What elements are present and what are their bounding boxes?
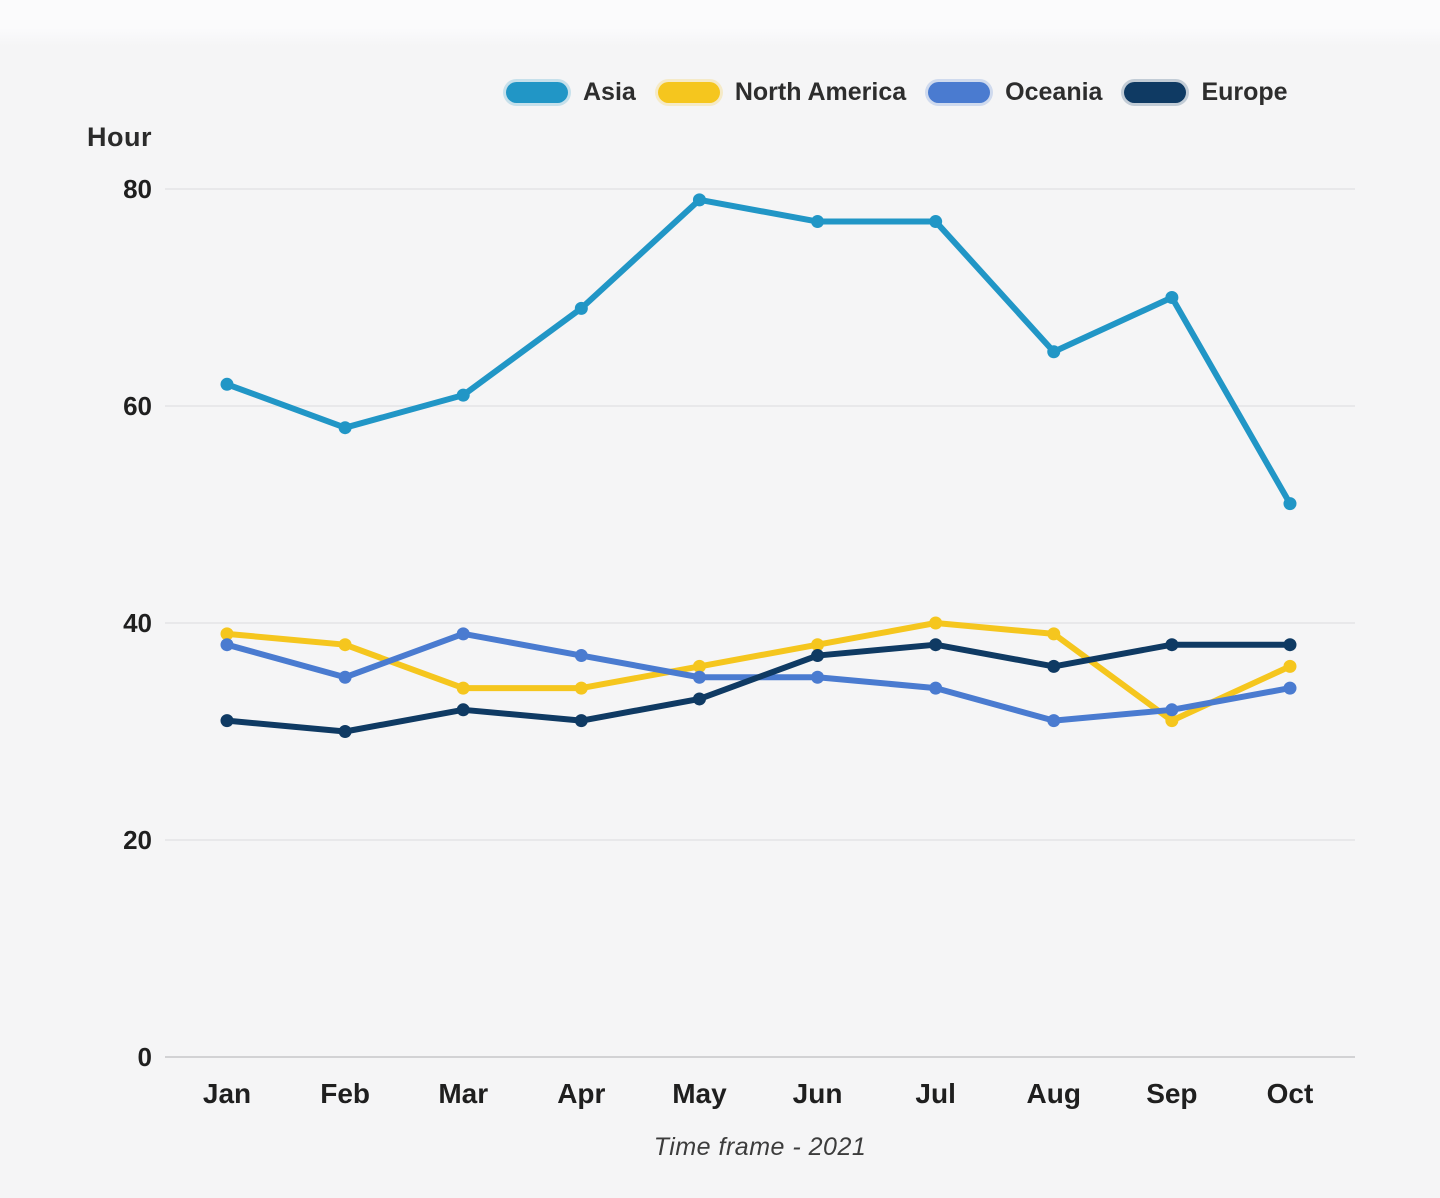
data-point-north-america bbox=[574, 681, 588, 695]
x-tick-label: Mar bbox=[438, 1078, 488, 1109]
data-point-europe bbox=[574, 714, 588, 728]
data-point-europe bbox=[1047, 659, 1061, 673]
data-point-north-america bbox=[1047, 627, 1061, 641]
data-point-oceania bbox=[456, 627, 470, 641]
data-point-europe bbox=[929, 638, 943, 652]
legend-label-north-america: North America bbox=[734, 78, 907, 106]
legend-item-north-america[interactable]: North America bbox=[657, 78, 907, 107]
data-point-oceania bbox=[692, 670, 706, 684]
data-point-europe bbox=[811, 649, 825, 663]
data-point-asia bbox=[338, 421, 352, 435]
x-tick-label: Apr bbox=[557, 1078, 605, 1109]
series-line-north-america bbox=[224, 620, 1293, 724]
y-axis-title: Hour bbox=[87, 122, 152, 152]
data-point-europe bbox=[1165, 638, 1179, 652]
data-point-north-america bbox=[338, 638, 352, 652]
y-tick-label: 60 bbox=[123, 391, 152, 421]
legend-item-europe[interactable]: Europe bbox=[1124, 78, 1288, 107]
data-point-asia bbox=[574, 301, 588, 315]
data-point-asia bbox=[456, 388, 470, 402]
legend-swatch-north-america-icon bbox=[657, 82, 720, 103]
data-point-north-america bbox=[929, 616, 943, 630]
data-point-europe bbox=[1283, 638, 1297, 652]
data-point-asia bbox=[811, 215, 825, 229]
data-point-asia bbox=[1165, 291, 1179, 304]
data-point-north-america bbox=[220, 627, 234, 641]
data-point-oceania bbox=[1283, 681, 1297, 695]
data-point-oceania bbox=[220, 638, 234, 652]
data-point-north-america bbox=[811, 638, 825, 652]
data-point-oceania bbox=[1047, 714, 1061, 728]
data-point-asia bbox=[692, 193, 706, 207]
data-point-oceania bbox=[1165, 703, 1179, 717]
data-point-europe bbox=[692, 692, 706, 706]
y-tick-label: 0 bbox=[138, 1042, 152, 1072]
data-point-asia bbox=[1283, 497, 1297, 511]
y-tick-label: 80 bbox=[123, 174, 152, 204]
legend-label-asia: Asia bbox=[583, 78, 636, 106]
y-tick-label: 40 bbox=[123, 608, 152, 638]
data-point-oceania bbox=[929, 681, 943, 695]
y-tick-label: 20 bbox=[123, 825, 152, 855]
data-point-europe bbox=[456, 703, 470, 717]
x-tick-label: Jun bbox=[793, 1078, 843, 1109]
data-point-europe bbox=[220, 714, 234, 728]
data-point-north-america bbox=[692, 659, 706, 673]
data-point-asia bbox=[929, 215, 943, 229]
legend-swatch-asia-icon bbox=[506, 82, 568, 103]
data-point-europe bbox=[338, 725, 352, 738]
legend-swatch-oceania-icon bbox=[928, 82, 991, 103]
data-point-oceania bbox=[338, 670, 352, 684]
data-point-north-america bbox=[456, 681, 470, 695]
x-axis-caption: Time frame - 2021 bbox=[653, 1133, 867, 1161]
x-tick-label: Jul bbox=[915, 1078, 955, 1109]
data-point-oceania bbox=[811, 670, 825, 684]
x-tick-label: Feb bbox=[320, 1078, 370, 1109]
x-tick-label: Aug bbox=[1027, 1078, 1081, 1109]
series-line-europe bbox=[224, 641, 1293, 735]
x-tick-label: Oct bbox=[1267, 1078, 1314, 1109]
data-point-north-america bbox=[1283, 659, 1297, 673]
x-tick-label: Jan bbox=[203, 1078, 251, 1109]
series-line-asia bbox=[224, 196, 1293, 507]
data-point-oceania bbox=[574, 649, 588, 663]
legend-swatch-europe-icon bbox=[1124, 82, 1187, 103]
legend: Asia North America Oceania Europe bbox=[506, 78, 1288, 107]
data-point-north-america bbox=[1165, 714, 1179, 728]
legend-item-asia[interactable]: Asia bbox=[506, 78, 636, 107]
legend-label-europe: Europe bbox=[1201, 78, 1288, 106]
data-point-asia bbox=[220, 377, 234, 391]
x-tick-label: Sep bbox=[1146, 1078, 1197, 1109]
legend-item-oceania[interactable]: Oceania bbox=[928, 78, 1102, 107]
data-point-asia bbox=[1047, 345, 1061, 359]
legend-label-oceania: Oceania bbox=[1005, 78, 1103, 106]
x-tick-label: May bbox=[672, 1078, 727, 1109]
